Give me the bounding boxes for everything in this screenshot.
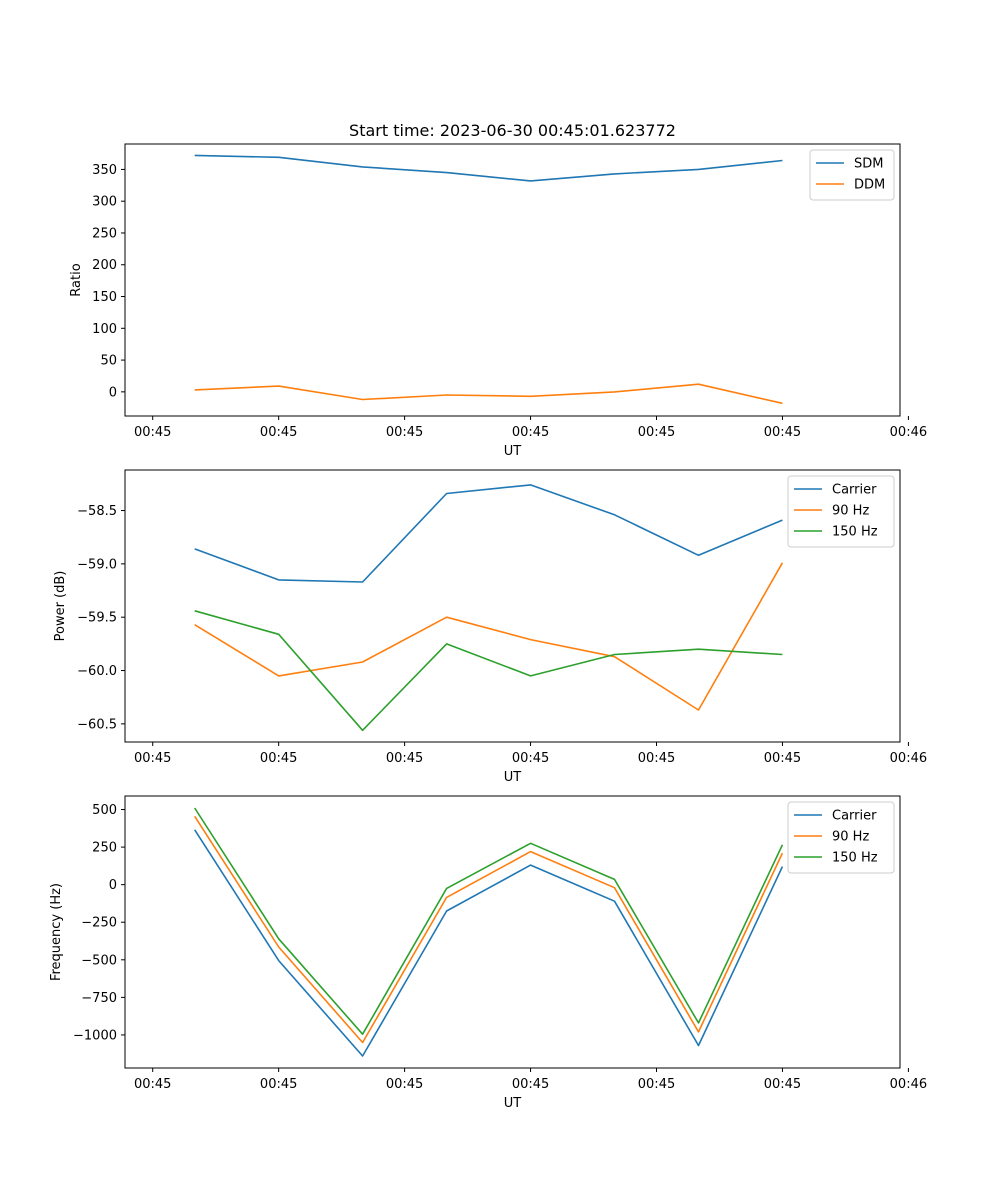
subplot-3: 00:45 00:45 00:45 00:45 00:45 00:45 00:46 −1000…: [49, 795, 927, 1111]
y-tick-label: 100: [92, 322, 117, 337]
x-tick-label: 00:46: [890, 425, 927, 440]
x-tick-label: 00:45: [512, 425, 549, 440]
series-line-ddm: [194, 383, 783, 405]
legend-box: [787, 475, 895, 548]
x-axis-label: UT: [504, 770, 522, 785]
series-line-150-hz: [194, 610, 783, 732]
subplot-2: 00:45 00:45 00:45 00:45 00:45 00:45 00:46 −60.5…: [53, 469, 927, 785]
y-tick-label: 250: [92, 226, 117, 241]
x-tick-label: 00:45: [386, 425, 423, 440]
x-tick-label: 00:45: [638, 751, 675, 766]
x-tick-label: 00:45: [638, 425, 675, 440]
y-tick-label: 0: [109, 385, 117, 400]
y-tick-label: 0: [109, 878, 117, 893]
x-axis-label: UT: [504, 444, 522, 459]
y-tick-label: 300: [92, 195, 117, 210]
x-tick-label: 00:45: [386, 1077, 423, 1092]
legend-box: [787, 801, 895, 874]
legend-label: Carrier: [832, 809, 877, 824]
x-tick-label: 00:46: [890, 1077, 927, 1092]
y-tick-label: −1000: [73, 1028, 117, 1043]
chart-title: Start time: 2023-06-30 00:45:01.623772: [349, 121, 676, 140]
plot-area: [124, 469, 901, 743]
legend-label: DDM: [854, 178, 885, 193]
plot-area: [124, 143, 901, 417]
legend-label: Carrier: [832, 483, 877, 498]
x-tick-label: 00:45: [512, 1077, 549, 1092]
x-tick-label: 00:45: [260, 425, 297, 440]
y-tick-label: −59.5: [77, 611, 117, 626]
y-axis-label: Frequency (Hz): [49, 883, 64, 981]
x-tick-label: 00:45: [260, 751, 297, 766]
y-tick-label: −60.0: [77, 664, 117, 679]
legend-label: 150 Hz: [832, 851, 878, 866]
y-axis-label: Power (dB): [53, 571, 68, 642]
x-tick-label: 00:45: [638, 1077, 675, 1092]
y-tick-label: 500: [92, 803, 117, 818]
x-tick-label: 00:45: [764, 751, 801, 766]
legend-label: SDM: [854, 157, 883, 172]
x-tick-label: 00:45: [134, 1077, 171, 1092]
x-tick-label: 00:45: [512, 751, 549, 766]
y-axis-label: Ratio: [69, 263, 84, 296]
legend-label: 90 Hz: [832, 830, 869, 845]
x-tick-label: 00:45: [134, 751, 171, 766]
x-tick-label: 00:45: [134, 425, 171, 440]
y-tick-label: 200: [92, 258, 117, 273]
x-tick-label: 00:45: [764, 425, 801, 440]
y-tick-label: −60.5: [77, 717, 117, 732]
x-tick-label: 00:45: [260, 1077, 297, 1092]
series-line-carrier: [194, 484, 783, 583]
legend: Carrier 90 Hz 150 Hz: [787, 475, 895, 548]
x-tick-label: 00:46: [890, 751, 927, 766]
y-tick-label: −250: [81, 916, 117, 931]
subplot-1: Start time: 2023-06-30 00:45:01.62377200…: [69, 121, 927, 459]
y-tick-label: −59.0: [77, 557, 117, 572]
series-line-90-hz: [194, 815, 784, 1044]
y-tick-label: 350: [92, 163, 117, 178]
series-line-carrier: [194, 829, 784, 1057]
legend-label: 150 Hz: [832, 525, 878, 540]
legend: Carrier 90 Hz 150 Hz: [787, 801, 895, 874]
x-tick-label: 00:45: [386, 751, 423, 766]
plot-area: [124, 795, 901, 1069]
series-line-sdm: [194, 154, 783, 182]
y-tick-label: 250: [92, 841, 117, 856]
y-tick-label: −58.5: [77, 504, 117, 519]
legend: SDM DDM: [809, 149, 895, 201]
y-tick-label: 50: [100, 354, 117, 369]
legend-label: 90 Hz: [832, 504, 869, 519]
y-tick-label: −500: [81, 953, 117, 968]
series-line-90-hz: [194, 562, 784, 711]
x-axis-label: UT: [504, 1096, 522, 1111]
y-tick-label: 150: [92, 290, 117, 305]
series-line-150-hz: [194, 807, 784, 1035]
y-tick-label: −750: [81, 991, 117, 1006]
x-tick-label: 00:45: [764, 1077, 801, 1092]
